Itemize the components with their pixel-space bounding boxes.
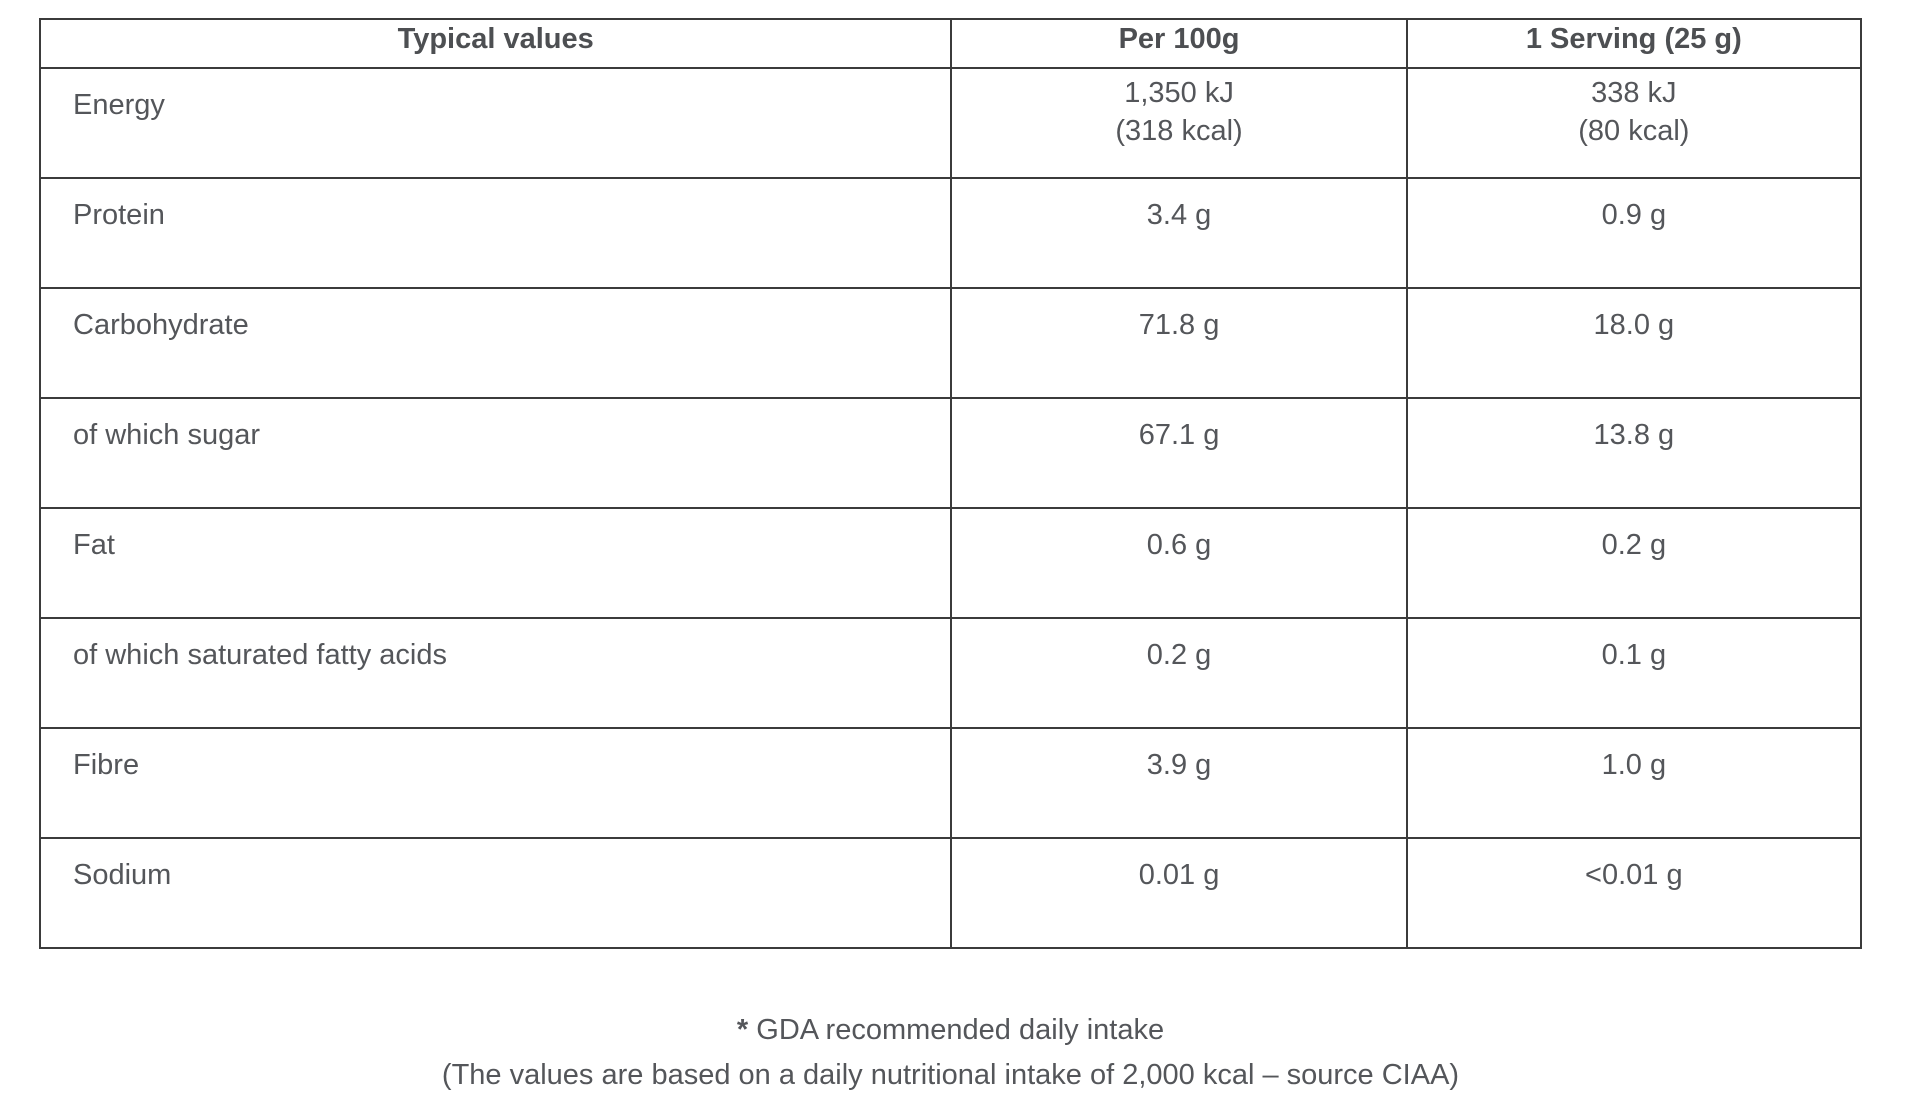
value: 3.9 g	[1146, 748, 1212, 781]
header-per-serving: 1 Serving (25 g)	[1405, 18, 1863, 69]
per-100g-cell: 0.6 g	[950, 507, 1408, 619]
footnote-line-1-text: GDA recommended daily intake	[748, 1014, 1165, 1046]
table-row-fat: Fat 0.6 g 0.2 g	[38, 507, 1863, 619]
row-label: of which sugar	[38, 397, 953, 509]
header-row: Typical values Per 100g 1 Serving (25 g)	[38, 18, 1863, 69]
nutrition-table: Typical values Per 100g 1 Serving (25 g)…	[38, 18, 1863, 949]
value: 0.1 g	[1601, 638, 1667, 671]
per-serving-cell: 0.1 g	[1405, 617, 1863, 729]
value: 0.01 g	[1138, 858, 1220, 891]
table-body: Energy 1,350 kJ (318 kcal) 338 kJ (80 kc…	[38, 67, 1863, 949]
value: 13.8 g	[1593, 418, 1675, 451]
row-label: Energy	[38, 67, 953, 179]
table-row-protein: Protein 3.4 g 0.9 g	[38, 177, 1863, 289]
per-serving-cell: <0.01 g	[1405, 837, 1863, 949]
per-serving-cell: 338 kJ (80 kcal)	[1405, 67, 1863, 179]
value: 0.6 g	[1146, 528, 1212, 561]
per-serving-cell: 1.0 g	[1405, 727, 1863, 839]
per-100g-cell: 3.4 g	[950, 177, 1408, 289]
value: 0.2 g	[1146, 638, 1212, 671]
row-label: Sodium	[38, 837, 953, 949]
header-typical-values: Typical values	[38, 18, 953, 69]
value-line-2: (80 kcal)	[1578, 115, 1690, 147]
per-100g-cell: 71.8 g	[950, 287, 1408, 399]
row-label: of which saturated fatty acids	[38, 617, 953, 729]
table-row-fibre: Fibre 3.9 g 1.0 g	[38, 727, 1863, 839]
value-line-1: 1,350 kJ	[1124, 77, 1234, 109]
per-100g-cell: 1,350 kJ (318 kcal)	[950, 67, 1408, 179]
per-100g-cell: 67.1 g	[950, 397, 1408, 509]
footnote-line-1: * GDA recommended daily intake	[39, 1008, 1862, 1053]
value: 3.4 g	[1146, 198, 1212, 231]
row-label: Fibre	[38, 727, 953, 839]
value-line-1: 338 kJ	[1591, 77, 1677, 109]
value: 0.2 g	[1601, 528, 1667, 561]
table-row-carbohydrate: Carbohydrate 71.8 g 18.0 g	[38, 287, 1863, 399]
per-serving-cell: 13.8 g	[1405, 397, 1863, 509]
value: 0.9 g	[1601, 198, 1667, 231]
header-per-100g: Per 100g	[950, 18, 1408, 69]
value: 71.8 g	[1138, 308, 1220, 341]
row-label: Protein	[38, 177, 953, 289]
value-line-2: (318 kcal)	[1115, 115, 1243, 147]
footnote: * GDA recommended daily intake (The valu…	[39, 1008, 1862, 1098]
asterisk: *	[736, 1014, 749, 1046]
footnote-line-2: (The values are based on a daily nutriti…	[441, 1059, 1460, 1091]
table-row-energy: Energy 1,350 kJ (318 kcal) 338 kJ (80 kc…	[38, 67, 1863, 179]
table-row-saturated-fat: of which saturated fatty acids 0.2 g 0.1…	[38, 617, 1863, 729]
value: 18.0 g	[1593, 308, 1675, 341]
per-100g-cell: 3.9 g	[950, 727, 1408, 839]
per-100g-cell: 0.01 g	[950, 837, 1408, 949]
value: 67.1 g	[1138, 418, 1220, 451]
per-serving-cell: 0.9 g	[1405, 177, 1863, 289]
value: <0.01 g	[1585, 858, 1683, 891]
row-label: Carbohydrate	[38, 287, 953, 399]
per-serving-cell: 18.0 g	[1405, 287, 1863, 399]
table-row-sugar: of which sugar 67.1 g 13.8 g	[38, 397, 1863, 509]
value: 1.0 g	[1601, 748, 1667, 781]
row-label: Fat	[38, 507, 953, 619]
per-serving-cell: 0.2 g	[1405, 507, 1863, 619]
table-header: Typical values Per 100g 1 Serving (25 g)	[38, 18, 1863, 69]
table-row-sodium: Sodium 0.01 g <0.01 g	[38, 837, 1863, 949]
per-100g-cell: 0.2 g	[950, 617, 1408, 729]
